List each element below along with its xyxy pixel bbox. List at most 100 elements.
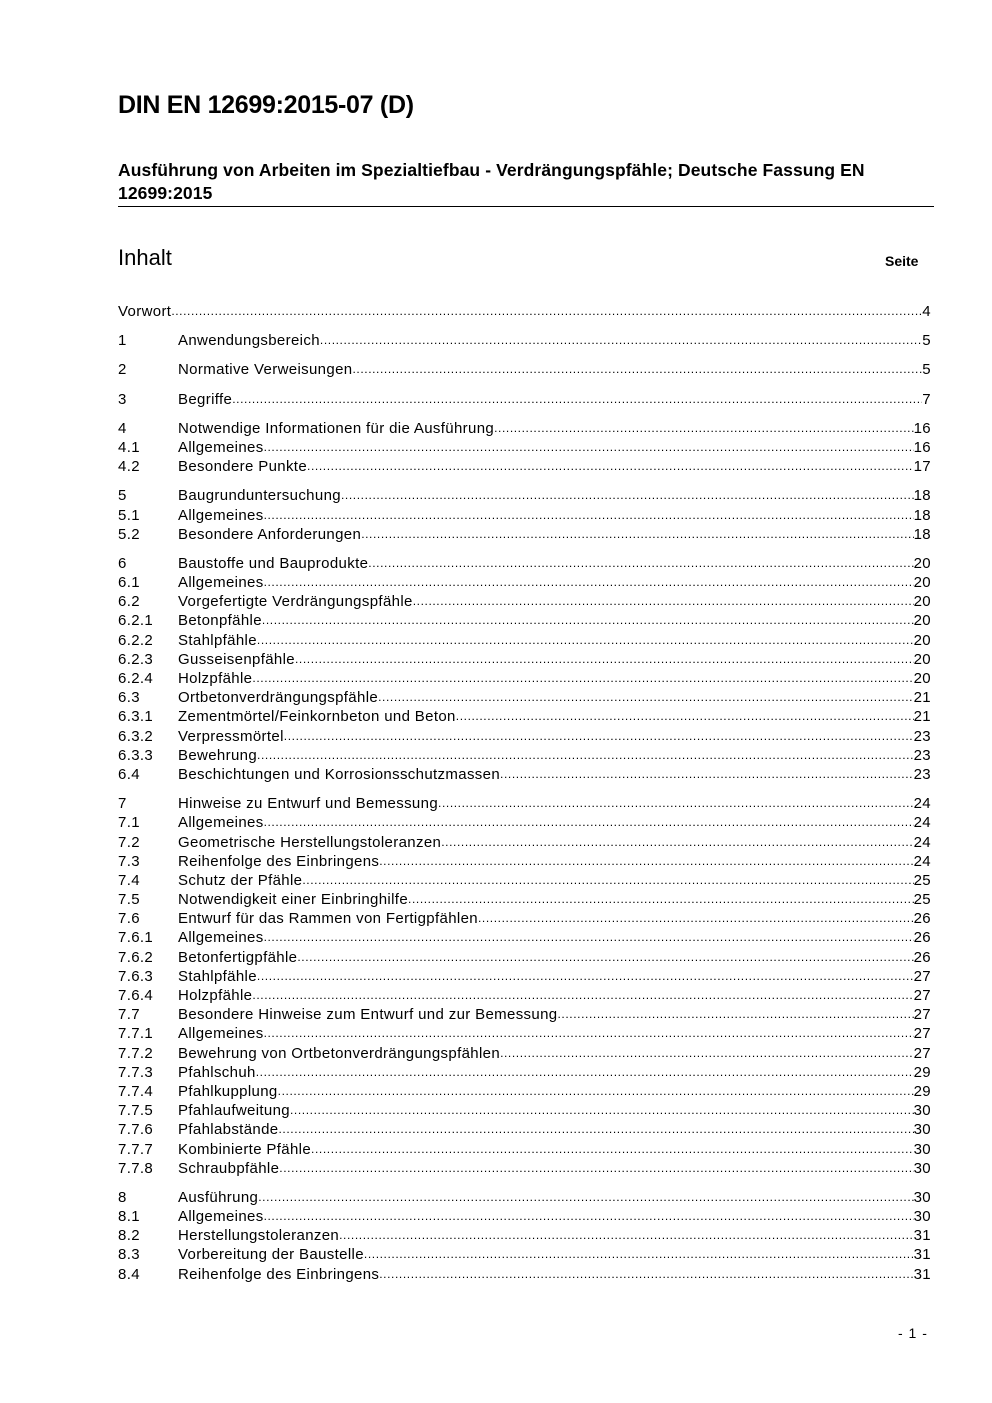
toc-entry[interactable]: 6 Baustoffe und Bauprodukte 20	[118, 554, 931, 573]
toc-entry[interactable]: 3 Begriffe 7	[118, 390, 931, 409]
toc-entry[interactable]: 6.3.3 Bewehrung 23	[118, 746, 931, 765]
toc-entry-number: 7.4	[118, 871, 140, 889]
toc-entry-page: 30	[913, 1140, 931, 1158]
toc-entry[interactable]: 7.7.3 Pfahlschuh 29	[118, 1063, 931, 1082]
dot-leader	[257, 746, 914, 765]
toc-entry[interactable]: 6.3.2 Verpressmörtel 23	[118, 727, 931, 746]
toc-entry[interactable]: 6.3 Ortbetonverdrängungspfähle 21	[118, 688, 931, 707]
toc-entry[interactable]: 8.4 Reihenfolge des Einbringens 31	[118, 1265, 931, 1284]
dot-leader	[232, 390, 922, 409]
dot-leader	[368, 554, 913, 573]
toc-entry-page: 29	[913, 1063, 931, 1081]
toc-entry-number: 6.2	[118, 593, 140, 611]
toc-entry-number: 8	[118, 1188, 127, 1206]
toc-entry-number: 7.7.4	[118, 1082, 154, 1100]
toc-entry[interactable]: 8.2 Herstellungstoleranzen 31	[118, 1226, 931, 1245]
dot-leader	[264, 573, 914, 592]
toc-entry-page: 31	[913, 1227, 931, 1245]
toc-entry-number: 6.1	[118, 574, 140, 592]
toc-entry[interactable]: 6.2 Vorgefertigte Verdrängungspfähle 20	[118, 592, 931, 611]
toc-entry[interactable]: 4 Notwendige Informationen für die Ausfüh…	[118, 419, 931, 438]
toc-entry[interactable]: 1 Anwendungsbereich 5	[118, 331, 931, 350]
toc-entry-title: Ortbetonverdrängungspfähle	[178, 689, 379, 707]
toc-entry[interactable]: 7.3 Reihenfolge des Einbringens 24	[118, 852, 931, 871]
dot-leader	[379, 852, 913, 871]
toc-entry[interactable]: 7.2 Geometrische Herstellungstoleranzen 24	[118, 833, 931, 852]
toc-entry[interactable]: 7.7.2 Bewehrung von Ortbetonverdrängungsp…	[118, 1044, 931, 1063]
toc-entry[interactable]: 4.1 Allgemeines 16	[118, 438, 931, 457]
toc-entry-page: 25	[913, 891, 931, 909]
toc-entry[interactable]: Vorwort 4	[118, 302, 931, 321]
toc-group: Vorwort 4	[118, 302, 931, 321]
toc-entry[interactable]: 7.7.8 Schraubpfähle 30	[118, 1159, 931, 1178]
toc-entry-title: Schraubpfähle	[178, 1159, 280, 1177]
toc-entry[interactable]: 5.2 Besondere Anforderungen 18	[118, 525, 931, 544]
toc-entry[interactable]: 7.5 Notwendigkeit einer Einbringhilfe 25	[118, 890, 931, 909]
toc-entry[interactable]: 2 Normative Verweisungen 5	[118, 360, 931, 379]
toc-entry[interactable]: 7 Hinweise zu Entwurf und Bemessung 24	[118, 794, 931, 813]
dot-leader	[339, 1226, 913, 1245]
dot-leader	[279, 1159, 913, 1178]
toc-entry-title: Betonfertigpfähle	[178, 948, 298, 966]
toc-entry-title: Allgemeines	[178, 574, 264, 592]
toc-entry[interactable]: 4.2 Besondere Punkte 17	[118, 457, 931, 476]
toc-entry-title: Kombinierte Pfähle	[178, 1140, 312, 1158]
toc-entry[interactable]: 6.4 Beschichtungen und Korrosionsschutzma…	[118, 765, 931, 784]
toc-entry-title: Allgemeines	[178, 929, 264, 947]
toc-entry-page: 24	[913, 852, 931, 870]
toc-entry[interactable]: 6.2.2 Stahlpfähle 20	[118, 631, 931, 650]
dot-leader	[256, 1063, 914, 1082]
toc-entry[interactable]: 7.7.1 Allgemeines 27	[118, 1024, 931, 1043]
toc-entry[interactable]: 7.4 Schutz der Pfähle 25	[118, 871, 931, 890]
toc-entry-title: Vorbereitung der Baustelle	[178, 1246, 364, 1264]
toc-entry-page: 25	[913, 871, 931, 889]
document-title: DIN EN 12699:2015-07 (D)	[118, 91, 414, 119]
toc-entry-title: Ausführung	[178, 1188, 259, 1206]
toc-entry-title: Pfahlaufweitung	[178, 1102, 290, 1120]
toc-entry-title: Pfahlabstände	[178, 1121, 279, 1139]
toc-entry[interactable]: 7.6.4 Holzpfähle 27	[118, 986, 931, 1005]
dot-leader	[307, 457, 914, 476]
toc-entry[interactable]: 7.7.5 Pfahlaufweitung 30	[118, 1101, 931, 1120]
dot-leader	[258, 1188, 913, 1207]
toc-entry[interactable]: 7.7.7 Kombinierte Pfähle 30	[118, 1140, 931, 1159]
toc-page-label: Seite	[885, 253, 919, 269]
toc-entry[interactable]: 7.6.2 Betonfertigpfähle 26	[118, 948, 931, 967]
toc-entry-page: 4	[922, 303, 931, 320]
toc-entry[interactable]: 6.3.1 Zementmörtel/Feinkornbeton und Beto…	[118, 707, 931, 726]
toc-entry[interactable]: 8.1 Allgemeines 30	[118, 1207, 931, 1226]
toc-entry[interactable]: 7.6 Entwurf für das Rammen von Fertigpfäh…	[118, 909, 931, 928]
dot-leader	[278, 1120, 913, 1139]
toc-entry-page: 30	[913, 1208, 931, 1226]
dot-leader	[290, 1101, 914, 1120]
toc-entry[interactable]: 8.3 Vorbereitung der Baustelle 31	[118, 1245, 931, 1264]
toc-entry-number: 7.7.6	[118, 1121, 154, 1139]
toc-entry[interactable]: 7.6.1 Allgemeines 26	[118, 928, 931, 947]
toc-entry-title: Herstellungstoleranzen	[178, 1227, 340, 1245]
toc-entry[interactable]: 5 Baugrunduntersuchung 18	[118, 486, 931, 505]
toc-entry[interactable]: 7.7.6 Pfahlabstände 30	[118, 1120, 931, 1139]
toc-entry-page: 20	[913, 670, 931, 687]
toc-entry[interactable]: 6.2.4 Holzpfähle 20	[118, 669, 931, 688]
dot-leader	[264, 813, 914, 832]
toc-group: 5Baugrunduntersuchung185.1Allgemeines185…	[118, 486, 931, 544]
toc-entry[interactable]: 5.1 Allgemeines 18	[118, 506, 931, 525]
toc-entry[interactable]: 8 Ausführung 30	[118, 1188, 931, 1207]
toc-entry-number: 2	[118, 361, 127, 379]
toc-entry-page: 26	[913, 929, 931, 947]
toc-entry[interactable]: 7.7 Besondere Hinweise zum Entwurf und zu…	[118, 1005, 931, 1024]
toc-entry[interactable]: 7.6.3 Stahlpfähle 27	[118, 967, 931, 986]
toc-entry[interactable]: 6.2.1 Betonpfähle 20	[118, 611, 931, 630]
toc-entry-page: 30	[913, 1102, 931, 1120]
toc-entry[interactable]: 7.1 Allgemeines 24	[118, 813, 931, 832]
dot-leader	[262, 611, 914, 630]
dot-leader	[264, 1024, 914, 1043]
toc-entry[interactable]: 6.1 Allgemeines 20	[118, 573, 931, 592]
toc-entry-number: 7.7	[118, 1006, 140, 1024]
toc-entry-page: 18	[913, 506, 931, 524]
table-of-contents: Vorwort 4 1 Anwendungsbereich 5 2 Normative Ve…	[118, 302, 931, 1294]
toc-entry[interactable]: 7.7.4 Pfahlkupplung 29	[118, 1082, 931, 1101]
toc-entry-page: 30	[913, 1159, 931, 1177]
toc-entry-number: 7.6	[118, 910, 140, 928]
toc-entry[interactable]: 6.2.3 Gusseisenpfähle 20	[118, 650, 931, 669]
